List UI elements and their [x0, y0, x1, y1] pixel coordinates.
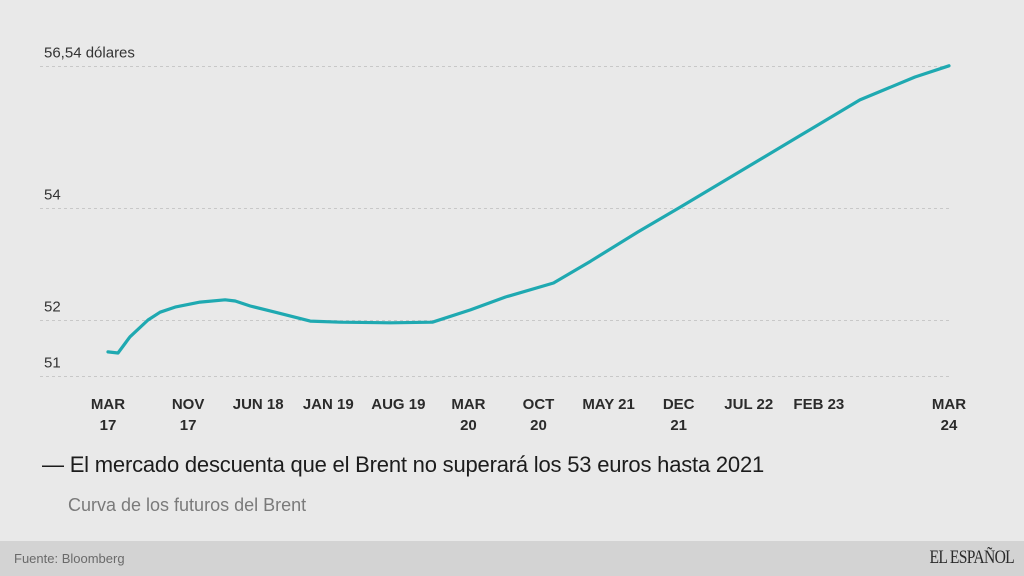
footer: Fuente: Bloomberg EL ESPAÑOL — [0, 541, 1024, 576]
y-tick-label: 52 — [44, 299, 61, 316]
x-tick-label: MAY 21 — [582, 396, 635, 413]
x-tick-label: AUG 19 — [371, 396, 425, 413]
y-tick-label: 56,54 dólares — [44, 45, 135, 62]
chart-title: — El mercado descuenta que el Brent no s… — [42, 452, 765, 477]
x-tick-label: MAR 20 — [451, 396, 485, 434]
x-tick-label: OCT 20 — [523, 396, 555, 434]
x-tick-label: JAN 19 — [303, 396, 354, 413]
chart-subtitle: Curva de los futuros del Brent — [68, 495, 307, 515]
x-tick-label: NOV 17 — [172, 396, 205, 434]
x-tick-label: JUN 18 — [233, 396, 284, 413]
y-tick-label: 51 — [44, 355, 61, 372]
x-tick-label: MAR 24 — [932, 396, 966, 434]
x-tick-label: FEB 23 — [793, 396, 844, 413]
brand-logo[interactable]: EL ESPAÑOL — [929, 547, 1015, 568]
y-axis-labels: 51 52 54 56,54 dólares — [44, 45, 135, 372]
chart: 51 52 54 56,54 dólares MAR 17 NOV 17 JUN 18 JAN … — [40, 45, 966, 434]
x-tick-label: JUL 22 — [724, 396, 773, 413]
y-tick-label: 54 — [44, 187, 61, 204]
series-line — [106, 64, 951, 355]
x-tick-label: DEC 21 — [663, 396, 695, 434]
series-layer — [106, 64, 951, 355]
gridlines — [40, 66, 950, 377]
source-label: Fuente: Bloomberg — [14, 551, 125, 566]
x-axis-labels: MAR 17 NOV 17 JUN 18 JAN 19 AUG 19 MAR 20 OCT 20 MA… — [91, 396, 966, 434]
x-tick-label: MAR 17 — [91, 396, 125, 434]
